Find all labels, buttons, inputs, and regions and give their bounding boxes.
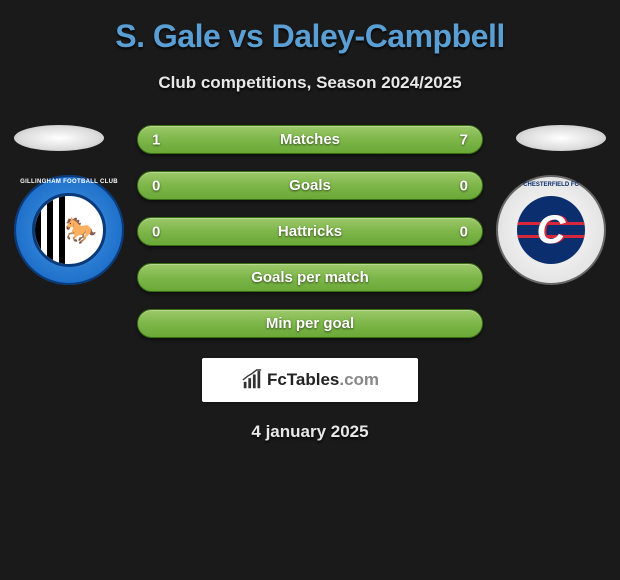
stat-label: Matches <box>280 131 340 148</box>
stat-left-value: 1 <box>152 131 160 148</box>
subtitle: Club competitions, Season 2024/2025 <box>0 73 620 93</box>
brand-name: FcTables <box>267 370 339 389</box>
chart-icon <box>241 369 263 391</box>
stat-left-value: 0 <box>152 223 160 240</box>
horse-icon: 🐎 <box>65 217 97 243</box>
stat-label: Goals per match <box>251 269 369 286</box>
stats-area: GILLINGHAM FOOTBALL CLUB 🐎 CHESTERFIELD … <box>0 125 620 442</box>
stat-right-value: 0 <box>460 223 468 240</box>
stat-row-goals-per-match: Goals per match <box>137 263 483 292</box>
stat-label: Goals <box>289 177 331 194</box>
stat-row-hattricks: 0 Hattricks 0 <box>137 217 483 246</box>
stat-row-min-per-goal: Min per goal <box>137 309 483 338</box>
badge-right-ring-text: CHESTERFIELD FC <box>498 182 604 188</box>
stat-row-goals: 0 Goals 0 <box>137 171 483 200</box>
page-title: S. Gale vs Daley-Campbell <box>0 0 620 55</box>
brand-box: FcTables.com <box>202 358 418 402</box>
brand-suffix: .com <box>339 370 379 389</box>
stat-label: Min per goal <box>266 315 354 332</box>
stat-row-matches: 1 Matches 7 <box>137 125 483 154</box>
brand-text: FcTables.com <box>267 370 379 390</box>
stat-label: Hattricks <box>278 223 342 240</box>
ellipse-left <box>14 125 104 151</box>
stat-right-value: 0 <box>460 177 468 194</box>
stat-right-value: 7 <box>460 131 468 148</box>
date-label: 4 january 2025 <box>0 422 620 442</box>
badge-right-letter: C <box>537 208 566 253</box>
club-badge-left: GILLINGHAM FOOTBALL CLUB 🐎 <box>14 175 124 285</box>
ellipse-right <box>516 125 606 151</box>
stat-left-value: 0 <box>152 177 160 194</box>
badge-left-ring-text: GILLINGHAM FOOTBALL CLUB <box>14 179 124 185</box>
club-badge-right: CHESTERFIELD FC C <box>496 175 606 285</box>
stat-rows: 1 Matches 7 0 Goals 0 0 Hattricks 0 Goal… <box>137 125 483 338</box>
